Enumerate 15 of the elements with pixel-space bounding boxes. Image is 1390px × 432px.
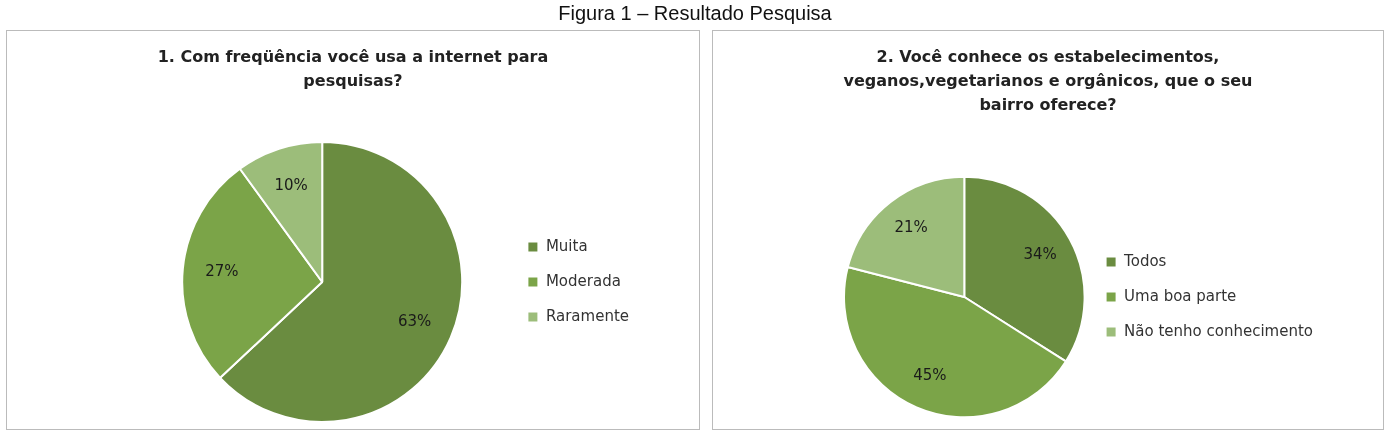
text: Figura 1 – Resultado Pesquisa — [557, 2, 833, 25]
chart-title: 2. Você conhece os estabelecimentos, veganos,vegetarianos e orgânicos, que o seu bairro oferece? — [842, 46, 1254, 116]
data-label: 27% — [205, 262, 239, 281]
data-label: 45% — [913, 366, 947, 385]
legend-label: Todos — [1123, 251, 1167, 270]
data-label: 21% — [894, 218, 928, 237]
legend-label: Muita — [545, 236, 588, 255]
chart-title: 1. Com freqüência você usa a internet para pesquisas? — [156, 46, 550, 92]
legend-label: Moderada — [545, 271, 621, 290]
legend-label: Raramente — [545, 306, 630, 325]
data-label: 34% — [1023, 245, 1057, 264]
legend-label: Uma boa parte — [1124, 286, 1237, 305]
data-label: 63% — [398, 311, 432, 330]
legend-label: Não tenho conhecimento — [1124, 321, 1314, 340]
data-label: 10% — [274, 176, 308, 195]
